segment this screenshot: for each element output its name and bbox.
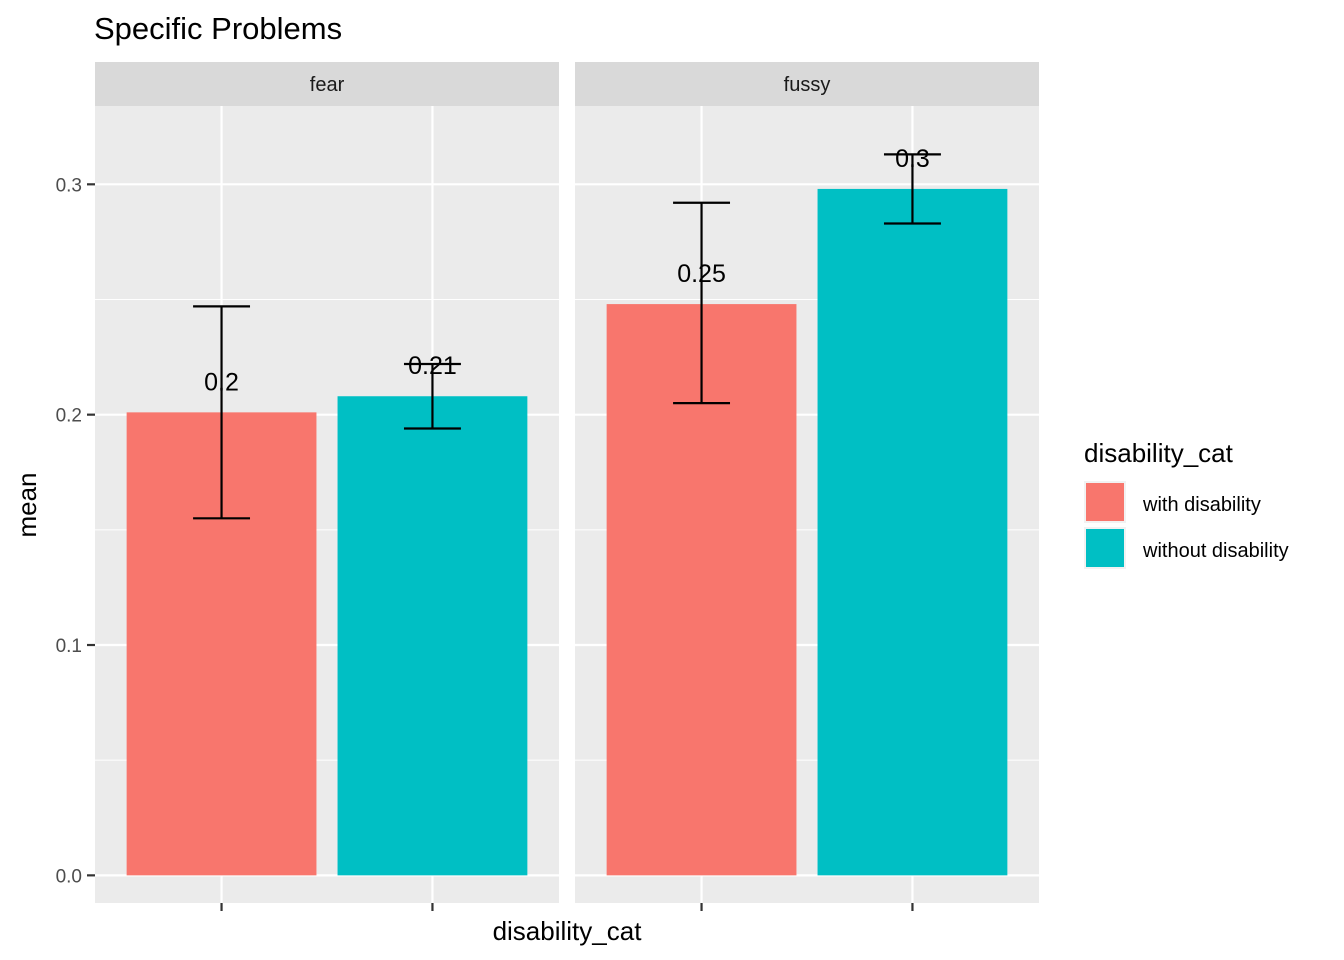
legend-label-with-disability: with disability xyxy=(1142,494,1261,516)
data-label-fussy-without-disability: 0.3 xyxy=(895,145,930,173)
facet-fussy: fussy 0.25 0.3 xyxy=(575,62,1039,911)
legend-swatch-without-disability xyxy=(1086,529,1124,567)
y-tick-label: 0.0 xyxy=(56,866,82,887)
y-axis: 0.0 0.1 0.2 0.3 xyxy=(56,175,95,887)
legend-label-without-disability: without disability xyxy=(1142,540,1289,562)
error-bar-fussy-without-disability xyxy=(883,153,941,225)
error-bar-fussy-with-disability xyxy=(673,201,731,405)
x-axis-title: disability_cat xyxy=(493,916,643,946)
bar-fussy-without-disability xyxy=(817,188,1008,876)
y-tick-label: 0.3 xyxy=(56,175,82,196)
facet-strip-label-fear: fear xyxy=(310,74,345,96)
data-label-fussy-with-disability: 0.25 xyxy=(677,260,726,288)
legend-swatch-with-disability xyxy=(1086,483,1124,521)
legend-title: disability_cat xyxy=(1084,438,1234,468)
facet-panels: fear 0.2 0.21 fussy 0.25 0.3 xyxy=(95,62,1039,911)
facet-strip-label-fussy: fussy xyxy=(784,74,831,96)
facet-strip-fear xyxy=(95,62,559,106)
data-label-fear-without-disability: 0.21 xyxy=(408,352,457,380)
legend: disability_cat with disability without d… xyxy=(1084,438,1289,569)
chart-title: Specific Problems xyxy=(94,11,342,46)
y-tick-label: 0.2 xyxy=(56,406,82,427)
data-label-fear-with-disability: 0.2 xyxy=(204,368,239,396)
error-bar-fear-with-disability xyxy=(193,305,251,520)
facet-strip-fussy xyxy=(575,62,1039,106)
facet-fear: fear 0.2 0.21 xyxy=(95,62,559,911)
y-axis-title: mean xyxy=(12,472,42,537)
y-tick-label: 0.1 xyxy=(56,636,82,657)
error-bar-fear-without-disability xyxy=(403,362,461,430)
bar-fear-without-disability xyxy=(337,396,528,876)
